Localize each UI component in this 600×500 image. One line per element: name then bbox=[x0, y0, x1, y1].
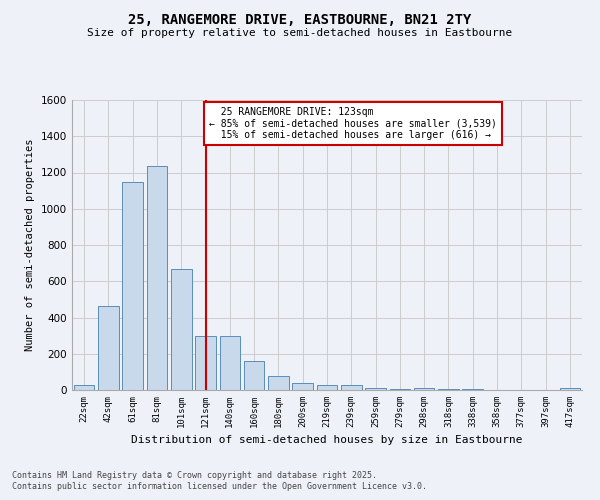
Bar bbox=[98, 306, 119, 390]
Text: 25 RANGEMORE DRIVE: 123sqm
← 85% of semi-detached houses are smaller (3,539)
  1: 25 RANGEMORE DRIVE: 123sqm ← 85% of semi… bbox=[209, 108, 497, 140]
Bar bbox=[389, 389, 410, 390]
Bar bbox=[292, 383, 313, 390]
Bar bbox=[317, 384, 337, 390]
Bar bbox=[560, 388, 580, 390]
Bar bbox=[414, 388, 434, 390]
Bar bbox=[146, 166, 167, 390]
X-axis label: Distribution of semi-detached houses by size in Eastbourne: Distribution of semi-detached houses by … bbox=[131, 436, 523, 446]
Bar bbox=[195, 336, 216, 390]
Text: Size of property relative to semi-detached houses in Eastbourne: Size of property relative to semi-detach… bbox=[88, 28, 512, 38]
Bar bbox=[74, 386, 94, 390]
Text: Contains public sector information licensed under the Open Government Licence v3: Contains public sector information licen… bbox=[12, 482, 427, 491]
Y-axis label: Number of semi-detached properties: Number of semi-detached properties bbox=[25, 138, 35, 352]
Bar bbox=[171, 270, 191, 390]
Bar bbox=[122, 182, 143, 390]
Text: Contains HM Land Registry data © Crown copyright and database right 2025.: Contains HM Land Registry data © Crown c… bbox=[12, 470, 377, 480]
Bar bbox=[268, 376, 289, 390]
Text: 25, RANGEMORE DRIVE, EASTBOURNE, BN21 2TY: 25, RANGEMORE DRIVE, EASTBOURNE, BN21 2T… bbox=[128, 12, 472, 26]
Bar bbox=[341, 386, 362, 390]
Bar bbox=[365, 388, 386, 390]
Bar bbox=[438, 389, 459, 390]
Bar bbox=[220, 336, 240, 390]
Bar bbox=[244, 361, 265, 390]
